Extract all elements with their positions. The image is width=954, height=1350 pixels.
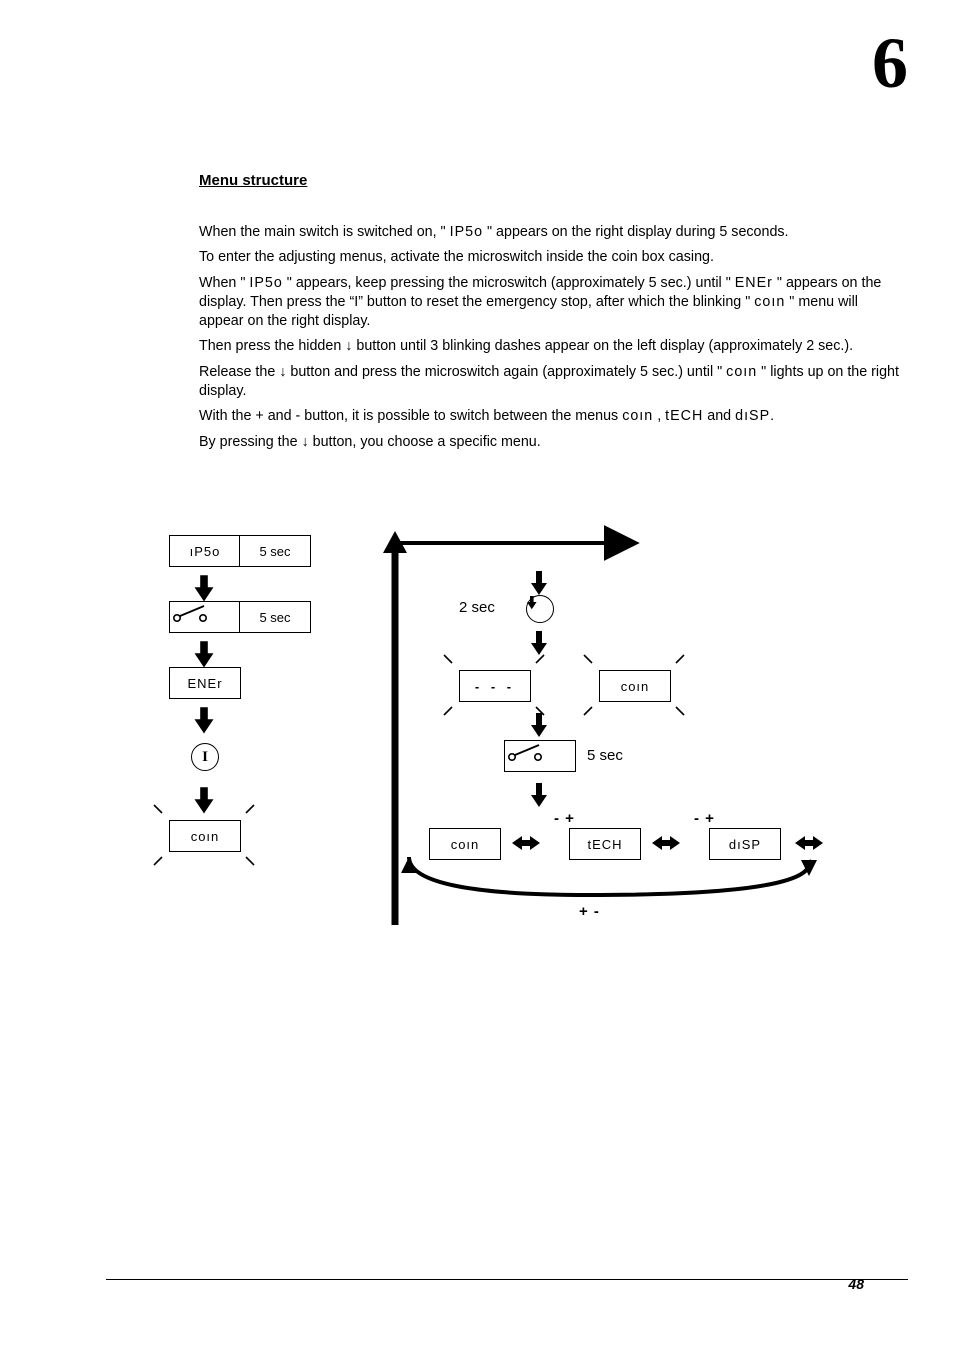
content-block: Menu structure When the main switch is s…	[199, 172, 899, 458]
para-6: With the + and - button, it is possible …	[199, 407, 899, 426]
label-5sec-3: 5 sec	[587, 747, 623, 764]
para-1: When the main switch is switched on, " I…	[199, 223, 899, 242]
para-7: By pressing the ↓ button, you choose a s…	[199, 433, 899, 452]
chapter-number: 6	[872, 22, 908, 105]
footer-rule	[106, 1279, 908, 1280]
box-disp: dıSP	[709, 828, 781, 860]
page-number: 48	[848, 1276, 864, 1292]
i-button: I	[191, 743, 219, 771]
label-left-1: 5 sec	[239, 535, 311, 567]
box-tech: tECH	[569, 828, 641, 860]
pm-label-2: - +	[694, 810, 715, 827]
down-button	[526, 595, 554, 623]
label-left-2: 5 sec	[239, 601, 311, 633]
body-text: When the main switch is switched on, " I…	[199, 223, 899, 452]
pm-label-1: - +	[554, 810, 575, 827]
para-2: To enter the adjusting menus, activate t…	[199, 248, 899, 267]
box-dashes: - - -	[459, 670, 531, 702]
box-coin-bottom: coın	[429, 828, 501, 860]
box-switch-1	[169, 601, 241, 633]
menu-structure-diagram: ıP5o 5 sec 5 sec ENEr I coın 2 sec - - -…	[109, 525, 899, 985]
box-ipso: ıP5o	[169, 535, 241, 567]
pm-label-bottom: + -	[579, 903, 600, 920]
box-coin-right: coın	[599, 670, 671, 702]
box-coin-left: coın	[169, 820, 241, 852]
para-4: Then press the hidden ↓ button until 3 b…	[199, 337, 899, 356]
box-switch-2	[504, 740, 576, 772]
para-5: Release the ↓ button and press the micro…	[199, 363, 899, 402]
para-3: When " IP5o " appears, keep pressing the…	[199, 274, 899, 332]
label-2sec: 2 sec	[459, 599, 495, 616]
box-ener: ENEr	[169, 667, 241, 699]
section-heading: Menu structure	[199, 172, 899, 189]
